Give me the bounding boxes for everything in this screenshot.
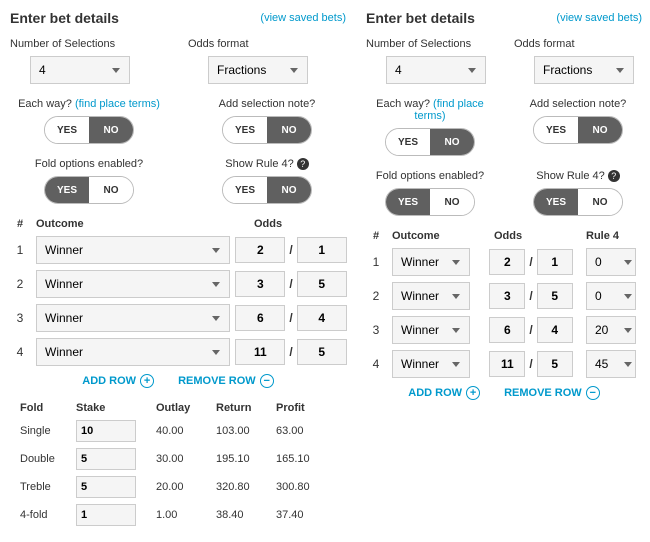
num-sel-label: Number of Selections — [366, 38, 494, 50]
note-label: Add selection note? — [514, 98, 642, 110]
rule4-select[interactable]: 20 — [586, 316, 636, 344]
stake-input[interactable] — [76, 504, 136, 526]
selection-row: 3Winner/20 — [366, 316, 642, 344]
odds-num-input[interactable] — [235, 271, 285, 297]
odds-num-input[interactable] — [489, 249, 525, 275]
odds-num-input[interactable] — [235, 305, 285, 331]
stake-input[interactable] — [76, 420, 136, 442]
view-saved-link[interactable]: (view saved bets) — [556, 12, 642, 24]
num-sel-label: Number of Selections — [10, 38, 168, 50]
stake-input[interactable] — [76, 476, 136, 498]
title: Enter bet details — [10, 10, 119, 26]
rule4-toggle[interactable]: YESNO — [222, 176, 312, 204]
fold-toggle[interactable]: YESNO — [44, 176, 134, 204]
selection-row: 3Winner/ — [10, 304, 346, 332]
note-toggle[interactable]: YESNO — [222, 116, 312, 144]
odds-den-input[interactable] — [297, 237, 347, 263]
outcome-select[interactable]: Winner — [392, 316, 470, 344]
outcome-select[interactable]: Winner — [36, 338, 230, 366]
fold-toggle[interactable]: YESNO — [385, 188, 475, 216]
outcome-select[interactable]: Winner — [392, 248, 470, 276]
selection-row: 4Winner/45 — [366, 350, 642, 378]
outcome-select[interactable]: Winner — [36, 236, 230, 264]
selections-table: # Outcome Odds 1Winner/2Winner/3Winner/4… — [10, 218, 346, 366]
panel-right: Enter bet details (view saved bets) Numb… — [366, 10, 642, 532]
result-row: Treble20.00320.80300.80 — [20, 476, 336, 498]
rule4-select[interactable]: 45 — [586, 350, 636, 378]
place-terms-link[interactable]: (find place terms) — [75, 98, 160, 110]
odds-num-input[interactable] — [235, 237, 285, 263]
odds-fmt-label: Odds format — [188, 38, 346, 50]
odds-den-input[interactable] — [297, 339, 347, 365]
odds-den-input[interactable] — [537, 249, 573, 275]
add-row-btn[interactable]: ADD ROW+ — [82, 374, 154, 388]
odds-fmt-select[interactable]: Fractions — [534, 56, 634, 84]
minus-icon: − — [260, 374, 274, 388]
odds-num-input[interactable] — [235, 339, 285, 365]
result-row: Single40.00103.0063.00 — [20, 420, 336, 442]
eachway-label: Each way? — [376, 98, 430, 110]
add-row-btn[interactable]: ADD ROW+ — [408, 386, 480, 400]
outcome-select[interactable]: Winner — [36, 270, 230, 298]
remove-row-btn[interactable]: REMOVE ROW− — [504, 386, 600, 400]
panel-left: Enter bet details (view saved bets) Numb… — [10, 10, 346, 532]
view-saved-link[interactable]: (view saved bets) — [260, 12, 346, 24]
odds-den-input[interactable] — [537, 351, 573, 377]
stake-input[interactable] — [76, 448, 136, 470]
outcome-select[interactable]: Winner — [392, 282, 470, 310]
note-label: Add selection note? — [188, 98, 346, 110]
odds-den-input[interactable] — [297, 305, 347, 331]
help-icon[interactable]: ? — [608, 170, 620, 182]
selection-row: 1Winner/ — [10, 236, 346, 264]
num-sel-select[interactable]: 4 — [386, 56, 486, 84]
rule4-label: Show Rule 4? — [225, 158, 294, 170]
rule4-toggle[interactable]: YESNO — [533, 188, 623, 216]
outcome-select[interactable]: Winner — [36, 304, 230, 332]
selection-row: 2Winner/0 — [366, 282, 642, 310]
outcome-select[interactable]: Winner — [392, 350, 470, 378]
odds-den-input[interactable] — [537, 283, 573, 309]
minus-icon: − — [586, 386, 600, 400]
plus-icon: + — [466, 386, 480, 400]
fold-label: Fold options enabled? — [10, 158, 168, 170]
selection-row: 4Winner/ — [10, 338, 346, 366]
eachway-toggle[interactable]: YESNO — [385, 128, 475, 156]
selection-row: 2Winner/ — [10, 270, 346, 298]
fold-label: Fold options enabled? — [366, 170, 494, 182]
odds-den-input[interactable] — [537, 317, 573, 343]
results-table: Fold Stake Outlay Return Profit Single40… — [10, 402, 346, 526]
odds-num-input[interactable] — [489, 283, 525, 309]
odds-fmt-label: Odds format — [514, 38, 642, 50]
rule4-select[interactable]: 0 — [586, 282, 636, 310]
eachway-label: Each way? — [18, 98, 72, 110]
selections-table: # Outcome Odds Rule 4 1Winner/02Winner/0… — [366, 230, 642, 378]
odds-num-input[interactable] — [489, 317, 525, 343]
odds-den-input[interactable] — [297, 271, 347, 297]
eachway-toggle[interactable]: YESNO — [44, 116, 134, 144]
odds-fmt-select[interactable]: Fractions — [208, 56, 308, 84]
selection-row: 1Winner/0 — [366, 248, 642, 276]
help-icon[interactable]: ? — [297, 158, 309, 170]
odds-num-input[interactable] — [489, 351, 525, 377]
result-row: 4-fold1.0038.4037.40 — [20, 504, 336, 526]
note-toggle[interactable]: YESNO — [533, 116, 623, 144]
rule4-select[interactable]: 0 — [586, 248, 636, 276]
plus-icon: + — [140, 374, 154, 388]
title: Enter bet details — [366, 10, 475, 26]
remove-row-btn[interactable]: REMOVE ROW− — [178, 374, 274, 388]
num-sel-select[interactable]: 4 — [30, 56, 130, 84]
result-row: Double30.00195.10165.10 — [20, 448, 336, 470]
rule4-label: Show Rule 4? — [536, 170, 605, 182]
